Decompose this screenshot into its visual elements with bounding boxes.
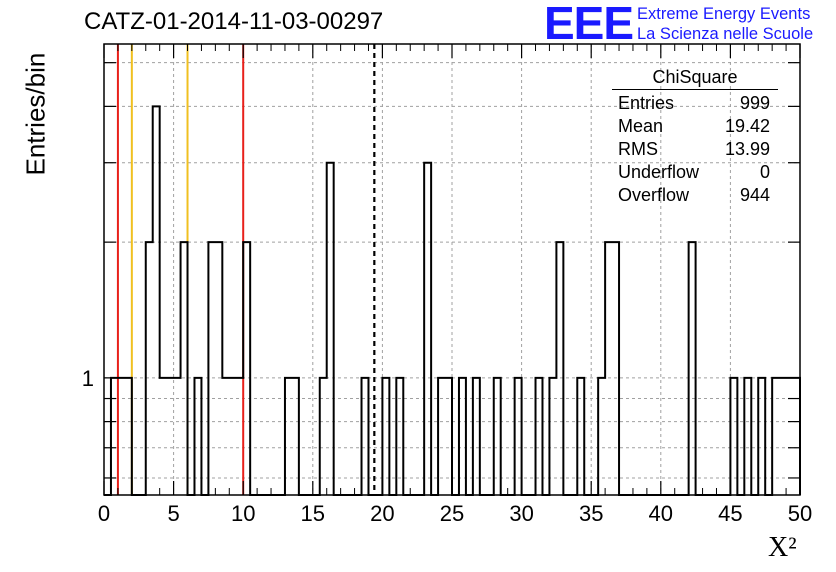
x-tick-label: 25 [440,501,464,526]
histogram-bin [236,378,243,495]
histogram-bin [292,378,299,495]
histogram-bin [536,378,543,495]
histogram-bin [772,378,779,495]
x-tick-label: 10 [231,501,255,526]
histogram-bin [730,378,737,495]
stats-label: Overflow [618,185,690,205]
x-tick-label: 35 [579,501,603,526]
stats-row: Entries 999 [612,92,778,115]
histogram-bin [494,378,501,495]
histogram-bin [146,242,153,495]
histogram-bin [208,242,215,495]
stats-row: Mean 19.42 [612,115,778,138]
histogram-bin [605,242,612,495]
stats-label: RMS [618,139,658,159]
stats-box-divider [612,89,778,90]
histogram-bin [473,378,480,495]
histogram-bin [362,378,369,495]
histogram-bin [556,242,563,495]
logo-line-2: La Scienza nelle Scuole [637,25,814,43]
stats-label: Underflow [618,162,700,182]
stats-box: ChiSquare Entries 999 Mean 19.42 RMS 13.99 … [612,66,778,207]
histogram-bin [459,378,466,495]
histogram-bin [758,378,765,495]
reference-lines [116,44,376,495]
histogram-bin [382,378,389,495]
stats-box-title: ChiSquare [652,67,738,87]
x-tick-label: 20 [370,501,394,526]
histogram-bin [438,378,445,495]
x-tick-label: 50 [788,501,812,526]
histogram-bin [215,242,222,495]
x-tick-label: 15 [301,501,325,526]
histogram-bin [320,378,327,495]
x-axis-label: X² [768,532,797,564]
x-tick-labels: 0 5 10 15 20 25 30 35 40 45 50 [98,501,812,526]
stats-value: 13.99 [724,139,770,159]
histogram-bin [118,378,125,495]
histogram-bin [153,106,160,495]
histogram-bin [174,378,181,495]
stats-row: RMS 13.99 [612,138,778,161]
histogram-bin [744,378,751,495]
stats-row: Overflow 944 [612,184,778,207]
stats-row: Underflow 0 [612,161,778,184]
histogram-bin [445,378,452,495]
y-tick-label: 1 [82,366,94,391]
stats-value: 19.42 [724,116,770,136]
histogram-bin [243,242,250,495]
eee-logo: EEE [544,0,634,49]
histogram-bin [125,378,132,495]
stats-label: Entries [618,93,675,113]
chart-title: CATZ-01-2014-11-03-00297 [84,8,384,35]
x-axis-label-text: X² [768,532,797,563]
x-tick-label: 30 [509,501,533,526]
histogram-bin [181,242,188,495]
histogram-bin [689,242,696,495]
histogram-bin [424,163,431,495]
histogram-bin [194,378,201,495]
y-tick-labels: 1 [82,366,94,391]
histogram-bin [396,378,403,495]
stats-label: Mean [618,116,664,136]
histogram-bin [515,378,522,495]
histogram-bin [598,378,605,495]
histogram-bin [222,378,229,495]
x-tick-label: 5 [167,501,179,526]
histogram-bin [779,378,786,495]
axis-ticks [103,44,801,495]
x-tick-label: 40 [649,501,673,526]
histogram-bin [327,163,334,495]
histogram-bin [612,242,619,495]
stats-value: 999 [739,93,770,113]
stats-value: 0 [759,162,770,182]
histogram-bin [229,378,236,495]
x-tick-label: 45 [718,501,742,526]
x-tick-label: 0 [98,501,110,526]
histogram-bin [160,378,167,495]
histogram-bin [167,378,174,495]
logo-line-1: Extreme Energy Events [637,5,811,23]
histogram-bin [549,378,556,495]
stats-value: 944 [739,185,770,205]
histogram-bin [285,378,292,495]
y-axis-label: Entries/bin [20,52,51,176]
histogram-bin [577,378,584,495]
